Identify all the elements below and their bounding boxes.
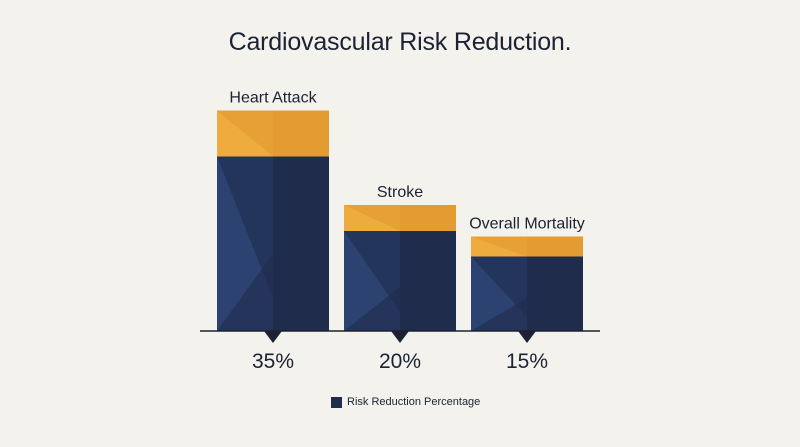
bar-2 (344, 205, 456, 331)
category-label: Stroke (377, 184, 423, 201)
bar-facet (217, 156, 273, 298)
category-label: Overall Mortality (469, 216, 585, 233)
legend-swatch (331, 396, 342, 408)
value-label: 35% (252, 350, 294, 373)
value-label: 15% (506, 350, 548, 373)
bar-facet-lower (471, 297, 527, 331)
legend: Risk Reduction Percentage (331, 396, 480, 408)
bar-facet (471, 256, 527, 317)
bar-facet-lower (344, 286, 400, 331)
axis-pointer (264, 331, 282, 343)
bar-top-facet (471, 236, 527, 257)
legend-label: Risk Reduction Percentage (347, 396, 481, 408)
bar-facet (344, 231, 400, 313)
category-label: Heart Attack (229, 90, 317, 107)
chart-title: Cardiovascular Risk Reduction. (228, 28, 572, 56)
bar-top-facet (344, 205, 400, 231)
value-label: 20% (379, 350, 421, 373)
bar-1 (217, 110, 329, 331)
bar-facet-lower (217, 253, 273, 331)
bars-layer (217, 110, 583, 331)
labels-layer: Heart Attack 35% Stroke 20% Overall Mortalit… (229, 90, 584, 374)
bar-top-facet (217, 110, 273, 157)
bar-3 (471, 236, 583, 331)
axis-pointer (518, 331, 536, 343)
axis-pointer (391, 331, 409, 343)
